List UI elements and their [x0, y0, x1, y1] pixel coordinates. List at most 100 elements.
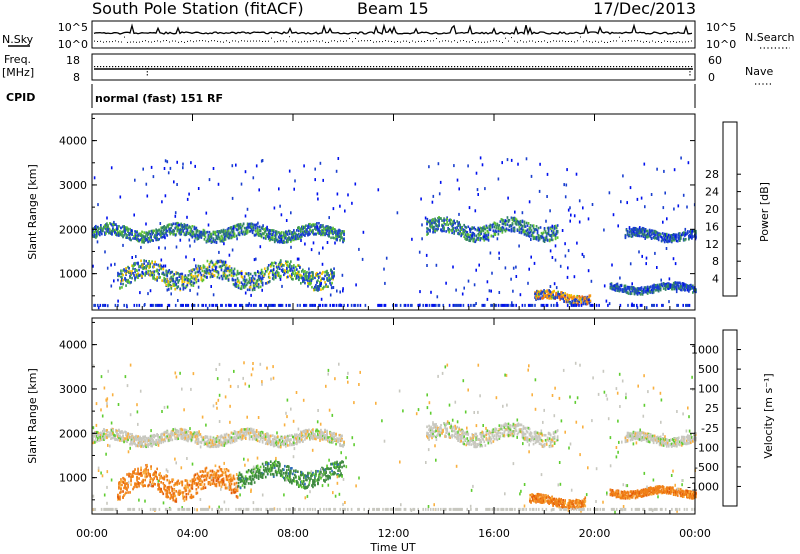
echo-cell: [299, 266, 301, 269]
noise-cell: [119, 195, 122, 199]
echo-cell: [546, 293, 548, 297]
echo-cell: [164, 278, 167, 281]
echo-cell: [168, 223, 171, 226]
echo-cell: [249, 285, 252, 289]
echo-cell: [168, 230, 171, 233]
echo-cell: [484, 234, 487, 237]
near-range-cell: [543, 303, 545, 307]
echo-cell: [111, 436, 113, 440]
echo-cell: [301, 227, 303, 231]
echo-cell: [105, 433, 107, 436]
echo-cell: [159, 439, 161, 443]
nsearch-dot: [187, 40, 188, 42]
echo-cell: [207, 233, 210, 237]
nsearch-dot: [94, 40, 95, 42]
echo-cell: [269, 229, 272, 232]
echo-cell: [479, 226, 482, 230]
echo-cell: [534, 291, 536, 294]
echo-cell: [333, 271, 335, 274]
echo-cell: [225, 267, 228, 271]
echo-cell: [160, 434, 162, 437]
echo-cell: [311, 224, 313, 228]
echo-cell: [330, 283, 332, 287]
echo-cell: [175, 278, 178, 281]
echo-cell: [274, 273, 277, 276]
nsearch-tick-bottom: 10^0: [706, 38, 736, 51]
echo-cell: [190, 227, 193, 231]
echo-cell: [692, 291, 694, 294]
echo-cell: [121, 230, 123, 234]
nave-dot: [676, 66, 678, 68]
nsearch-dot: [427, 40, 428, 41]
echo-cell: [276, 271, 279, 274]
echo-cell: [661, 232, 664, 235]
echo-cell: [185, 227, 188, 230]
echo-cell: [477, 233, 480, 236]
nsearch-dot: [583, 41, 584, 43]
echo-cell: [133, 264, 135, 267]
nave-dot: [673, 66, 675, 68]
noise-cell: [673, 168, 676, 172]
echo-cell: [130, 273, 132, 277]
echo-cell: [128, 236, 130, 240]
nave-dot: [538, 66, 540, 68]
echo-cell: [119, 439, 121, 442]
echo-cell: [329, 281, 331, 285]
colorbar-tick-label: 4: [712, 273, 719, 286]
echo-cell: [311, 271, 313, 274]
echo-cell: [193, 226, 196, 229]
nave-dot: [574, 66, 576, 68]
echo-cell: [224, 273, 227, 277]
noise-cell: [179, 238, 182, 242]
echo-cell: [261, 277, 264, 280]
echo-cell: [627, 286, 630, 289]
echo-cell: [146, 234, 148, 238]
echo-cell: [262, 236, 265, 240]
echo-cell: [116, 437, 118, 441]
near-range-cell: [460, 303, 462, 307]
noise-cell: [300, 239, 302, 242]
echo-cell: [285, 270, 287, 273]
echo-cell: [472, 239, 475, 243]
echo-cell: [212, 239, 215, 242]
echo-cell: [312, 231, 314, 235]
echo-cell: [169, 432, 172, 436]
noise-cell: [231, 248, 234, 252]
echo-cell: [174, 226, 177, 230]
echo-cell: [543, 295, 545, 299]
echo-cell: [545, 294, 547, 297]
echo-cell: [130, 281, 132, 284]
echo-cell: [628, 233, 631, 237]
echo-cell: [304, 230, 306, 233]
echo-cell: [260, 234, 263, 237]
echo-cell: [537, 226, 540, 230]
echo-cell: [95, 437, 97, 440]
echo-cell: [683, 283, 686, 286]
echo-cell: [246, 288, 249, 292]
echo-cell: [639, 229, 642, 233]
near-range-cell: [125, 303, 128, 307]
echo-cell: [178, 273, 181, 277]
echo-cell: [185, 233, 188, 236]
echo-cell: [210, 234, 213, 237]
near-range-cell: [93, 303, 95, 307]
echo-cell: [184, 431, 187, 434]
echo-cell: [552, 231, 555, 235]
nave-dot: [388, 66, 390, 68]
echo-cell: [220, 239, 223, 243]
noise-cell: [608, 191, 611, 195]
echo-cell: [309, 222, 311, 226]
nsearch-dot: [334, 40, 335, 42]
echo-cell: [169, 231, 172, 235]
echo-cell: [631, 288, 634, 291]
echo-cell: [106, 225, 108, 229]
echo-cell: [585, 302, 588, 306]
echo-cell: [266, 281, 269, 284]
nsearch-dot: [310, 40, 311, 42]
echo-cell: [190, 272, 193, 276]
noise-cell: [166, 288, 169, 292]
echo-cell: [160, 264, 162, 268]
near-range-cell: [589, 303, 592, 307]
echo-cell: [538, 237, 541, 240]
noise-cell: [290, 245, 292, 249]
